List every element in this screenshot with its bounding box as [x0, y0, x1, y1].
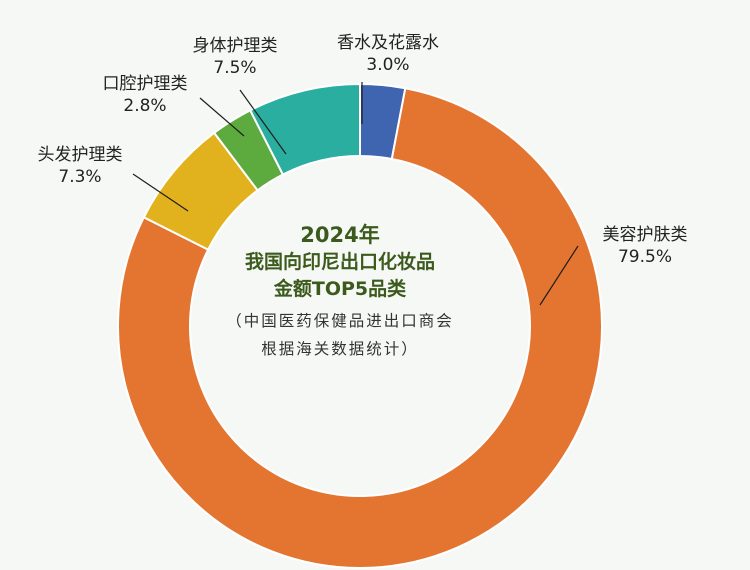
leader-bodycare: [239, 89, 287, 155]
leader-skincare: [539, 245, 579, 306]
label-haircare: 头发护理类 7.3%: [10, 144, 150, 188]
label-perfume-name: 香水及花露水: [337, 33, 439, 53]
slice-bodycare: [248, 82, 361, 176]
label-skincare-value: 79.5%: [617, 247, 672, 267]
label-skincare-name: 美容护肤类: [602, 225, 688, 245]
label-oralcare: 口腔护理类 2.8%: [80, 73, 210, 117]
label-haircare-value: 7.3%: [58, 167, 102, 187]
label-perfume-value: 3.0%: [366, 55, 410, 75]
center-title-year: 2024年: [300, 223, 380, 247]
center-title-line3: 金额TOP5品类: [273, 278, 407, 300]
slice-skincare: [117, 87, 603, 569]
label-oralcare-value: 2.8%: [123, 96, 167, 116]
center-title-line2: 我国向印尼出口化妆品: [244, 251, 435, 273]
center-note-line2: 根据海关数据统计）: [261, 340, 419, 358]
center-text: 2024年 我国向印尼出口化妆品 金额TOP5品类 （中国医药保健品进出口商会 …: [185, 222, 495, 363]
center-note-line1: （中国医药保健品进出口商会: [226, 312, 454, 330]
label-bodycare: 身体护理类 7.5%: [170, 35, 300, 79]
label-perfume: 香水及花露水 3.0%: [318, 32, 458, 76]
leader-haircare: [132, 173, 189, 212]
leader-oralcare: [199, 97, 245, 137]
label-bodycare-value: 7.5%: [213, 58, 257, 78]
label-bodycare-name: 身体护理类: [192, 36, 278, 56]
label-skincare: 美容护肤类 79.5%: [585, 224, 705, 268]
label-oralcare-name: 口腔护理类: [102, 74, 188, 94]
label-haircare-name: 头发护理类: [37, 145, 123, 165]
